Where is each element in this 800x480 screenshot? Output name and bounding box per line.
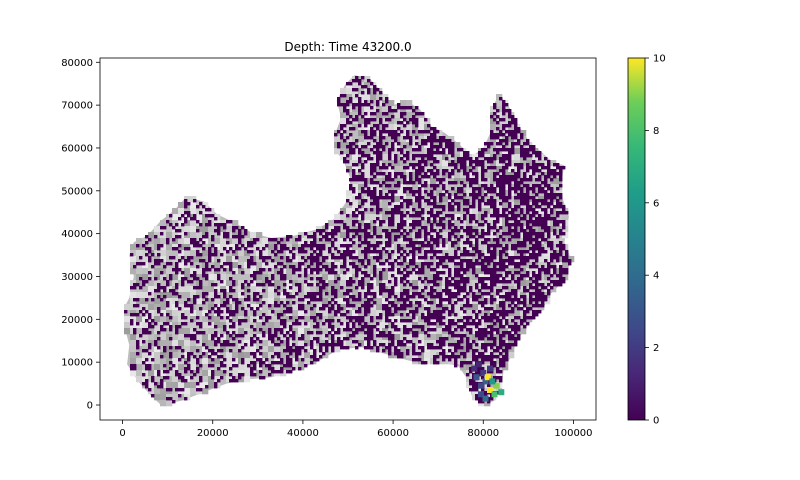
colorbar-tick-label: 6	[653, 198, 659, 209]
depth-cell	[475, 361, 482, 368]
depth-cell	[480, 369, 487, 376]
plot-frame	[99, 57, 597, 421]
x-tick-label: 0	[119, 428, 125, 439]
x-axis: 0 20000 40000 60000 80000 100000	[119, 420, 593, 439]
depth-cells-layer	[471, 361, 505, 402]
y-tick-label: 0	[87, 401, 93, 412]
plot-area	[99, 57, 597, 421]
y-tick-label: 50000	[61, 186, 93, 197]
colorbar-gradient	[628, 58, 645, 420]
colorbar-frame	[627, 57, 646, 421]
y-tick-label: 80000	[61, 58, 93, 69]
x-tick-label: 80000	[467, 428, 499, 439]
depth-cell	[489, 378, 496, 385]
colorbar: 0 2 4 6 8 10	[627, 54, 666, 427]
colorbar-tick-label: 8	[653, 126, 659, 137]
depth-cell	[487, 365, 493, 372]
y-tick-label: 60000	[61, 143, 93, 154]
y-tick-label: 70000	[61, 101, 93, 112]
y-axis: 0 10000 20000 30000 40000 50000 60000 70000 8000…	[61, 58, 100, 412]
depth-cell	[484, 374, 491, 381]
colorbar-tick-label: 2	[653, 343, 659, 354]
y-tick-label: 20000	[61, 315, 93, 326]
chart-title: Depth: Time 43200.0	[284, 40, 411, 54]
depth-cell	[478, 382, 484, 389]
x-tick-label: 100000	[554, 428, 592, 439]
x-tick-label: 20000	[197, 428, 229, 439]
colorbar-tick-label: 10	[653, 54, 666, 65]
x-tick-label: 40000	[287, 428, 319, 439]
depth-cell	[471, 365, 478, 372]
depth-cell	[478, 391, 484, 398]
colorbar-ticks: 0 2 4 6 8 10	[645, 54, 666, 427]
colorbar-tick-label: 0	[653, 416, 659, 427]
depth-cell	[491, 391, 498, 398]
y-tick-label: 40000	[61, 229, 93, 240]
colorbar-tick-label: 4	[653, 271, 659, 282]
dry-cells-layer	[124, 76, 572, 404]
y-tick-label: 10000	[61, 358, 93, 369]
depth-cell	[493, 382, 500, 389]
depth-cell	[482, 378, 489, 385]
depth-cell	[487, 387, 493, 393]
y-tick-label: 30000	[61, 272, 93, 283]
depth-cell	[473, 374, 480, 381]
depth-cell	[498, 389, 505, 396]
x-tick-label: 60000	[377, 428, 409, 439]
depth-cell	[482, 395, 489, 402]
